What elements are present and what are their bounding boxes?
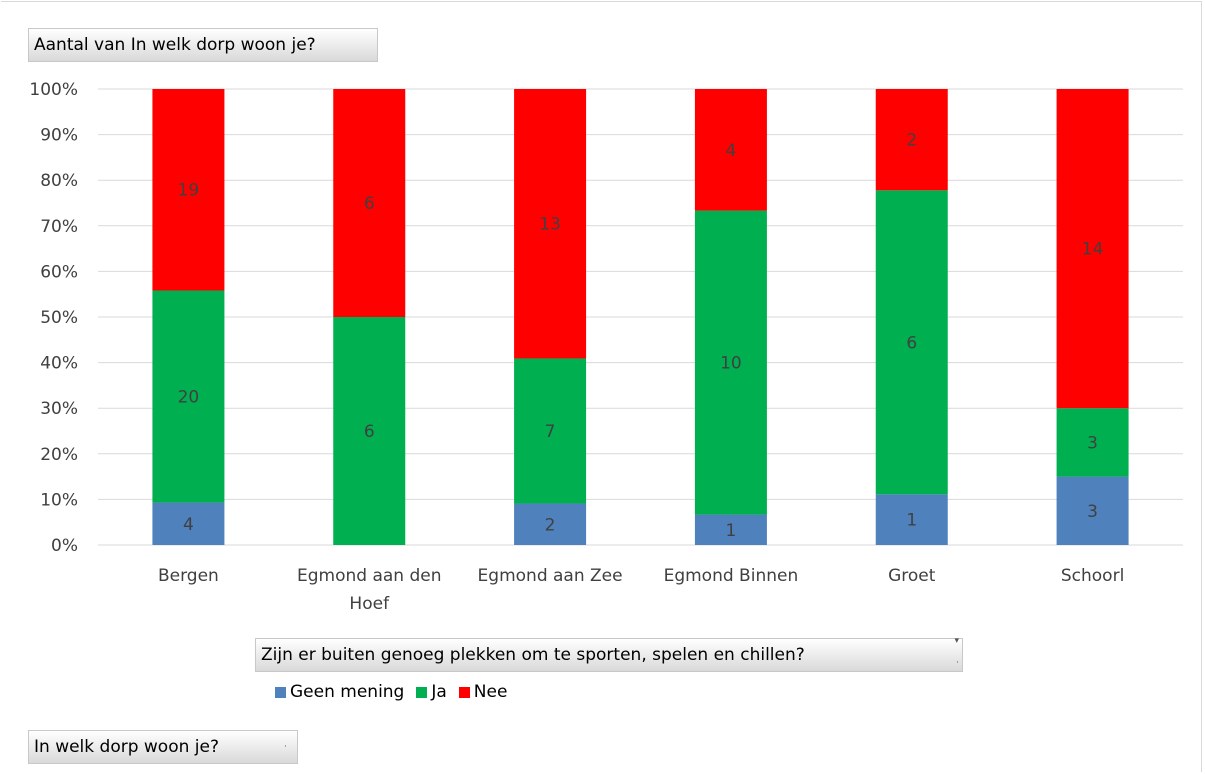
y-tick-label: 20% — [40, 445, 78, 465]
bar-segment — [875, 89, 948, 191]
x-category-label: Egmond aan den — [297, 566, 442, 586]
field-dropdown-icon[interactable]: · — [956, 658, 959, 668]
data-label: 4 — [726, 141, 737, 161]
data-label: 4 — [183, 515, 194, 535]
x-category-label: Hoef — [349, 594, 390, 614]
axis-field-dropdown-icon[interactable]: · — [284, 742, 287, 752]
y-tick-label: 50% — [40, 308, 78, 328]
bar-segment — [1056, 476, 1129, 545]
legend-label: Geen mening — [290, 682, 405, 702]
y-tick-label: 0% — [51, 536, 78, 556]
data-label: 2 — [545, 515, 556, 535]
data-label: 2 — [906, 131, 917, 151]
bar-segment — [514, 89, 587, 359]
legend-item: Geen mening — [275, 682, 404, 702]
value-field-button[interactable]: Aantal van In welk dorp woon je? — [28, 28, 378, 62]
legend-label: Nee — [473, 682, 508, 702]
x-category-label: Schoorl — [1061, 566, 1124, 586]
data-label: 1 — [906, 511, 917, 531]
y-tick-label: 100% — [29, 80, 78, 100]
bar-segment — [333, 317, 406, 545]
value-field-label: Aantal van In welk dorp woon je? — [34, 35, 316, 55]
data-label: 6 — [906, 333, 917, 353]
bar-segment — [1056, 408, 1129, 477]
y-tick-label: 40% — [40, 354, 78, 374]
bar-segment — [514, 503, 587, 545]
data-label: 3 — [1087, 433, 1098, 453]
data-label: 3 — [1087, 502, 1098, 522]
bar-segment — [514, 358, 587, 504]
bar-segment — [152, 89, 225, 291]
x-category-label: Egmond aan Zee — [478, 566, 623, 586]
y-tick-label: 10% — [40, 490, 78, 510]
y-tick-label: 30% — [40, 399, 78, 419]
legend-swatch — [416, 686, 428, 698]
data-label: 10 — [720, 354, 742, 374]
field-corner-icon: ▾ — [954, 636, 959, 646]
data-label: 13 — [539, 215, 561, 235]
axis-field-label: In welk dorp woon je? — [34, 737, 219, 757]
x-category-label: Groet — [888, 566, 936, 586]
data-label: 6 — [364, 422, 375, 442]
chart-legend: Geen mening Ja Nee — [275, 680, 519, 704]
legend-swatch — [458, 686, 470, 698]
x-category-label: Egmond Binnen — [664, 566, 799, 586]
bar-segment — [152, 502, 225, 545]
y-tick-label: 70% — [40, 217, 78, 237]
axis-field-button[interactable]: In welk dorp woon je? · — [28, 730, 298, 764]
y-tick-label: 80% — [40, 171, 78, 191]
bar-segment — [875, 494, 948, 545]
bar-segment — [152, 290, 225, 503]
series-field-button[interactable]: Zijn er buiten genoeg plekken om te spor… — [255, 636, 963, 672]
data-label: 7 — [545, 422, 556, 442]
data-label: 19 — [178, 181, 200, 201]
bar-segment — [1056, 89, 1129, 409]
y-tick-label: 60% — [40, 262, 78, 282]
bar-segment — [875, 190, 948, 495]
legend-label: Ja — [431, 682, 447, 702]
data-label: 14 — [1082, 240, 1104, 260]
bar-segment — [694, 89, 767, 211]
legend-item: Ja — [416, 682, 447, 702]
y-tick-label: 90% — [40, 126, 78, 146]
series-field-label: Zijn er buiten genoeg plekken om te spor… — [261, 645, 805, 665]
legend-item: Nee — [458, 682, 508, 702]
data-label: 1 — [726, 521, 737, 541]
legend-swatch — [275, 686, 286, 698]
bar-segment — [694, 514, 767, 545]
bar-segment — [333, 89, 406, 317]
x-category-label: Bergen — [158, 566, 219, 586]
data-label: 20 — [178, 388, 200, 408]
bar-segment — [694, 210, 767, 515]
data-label: 6 — [364, 194, 375, 214]
